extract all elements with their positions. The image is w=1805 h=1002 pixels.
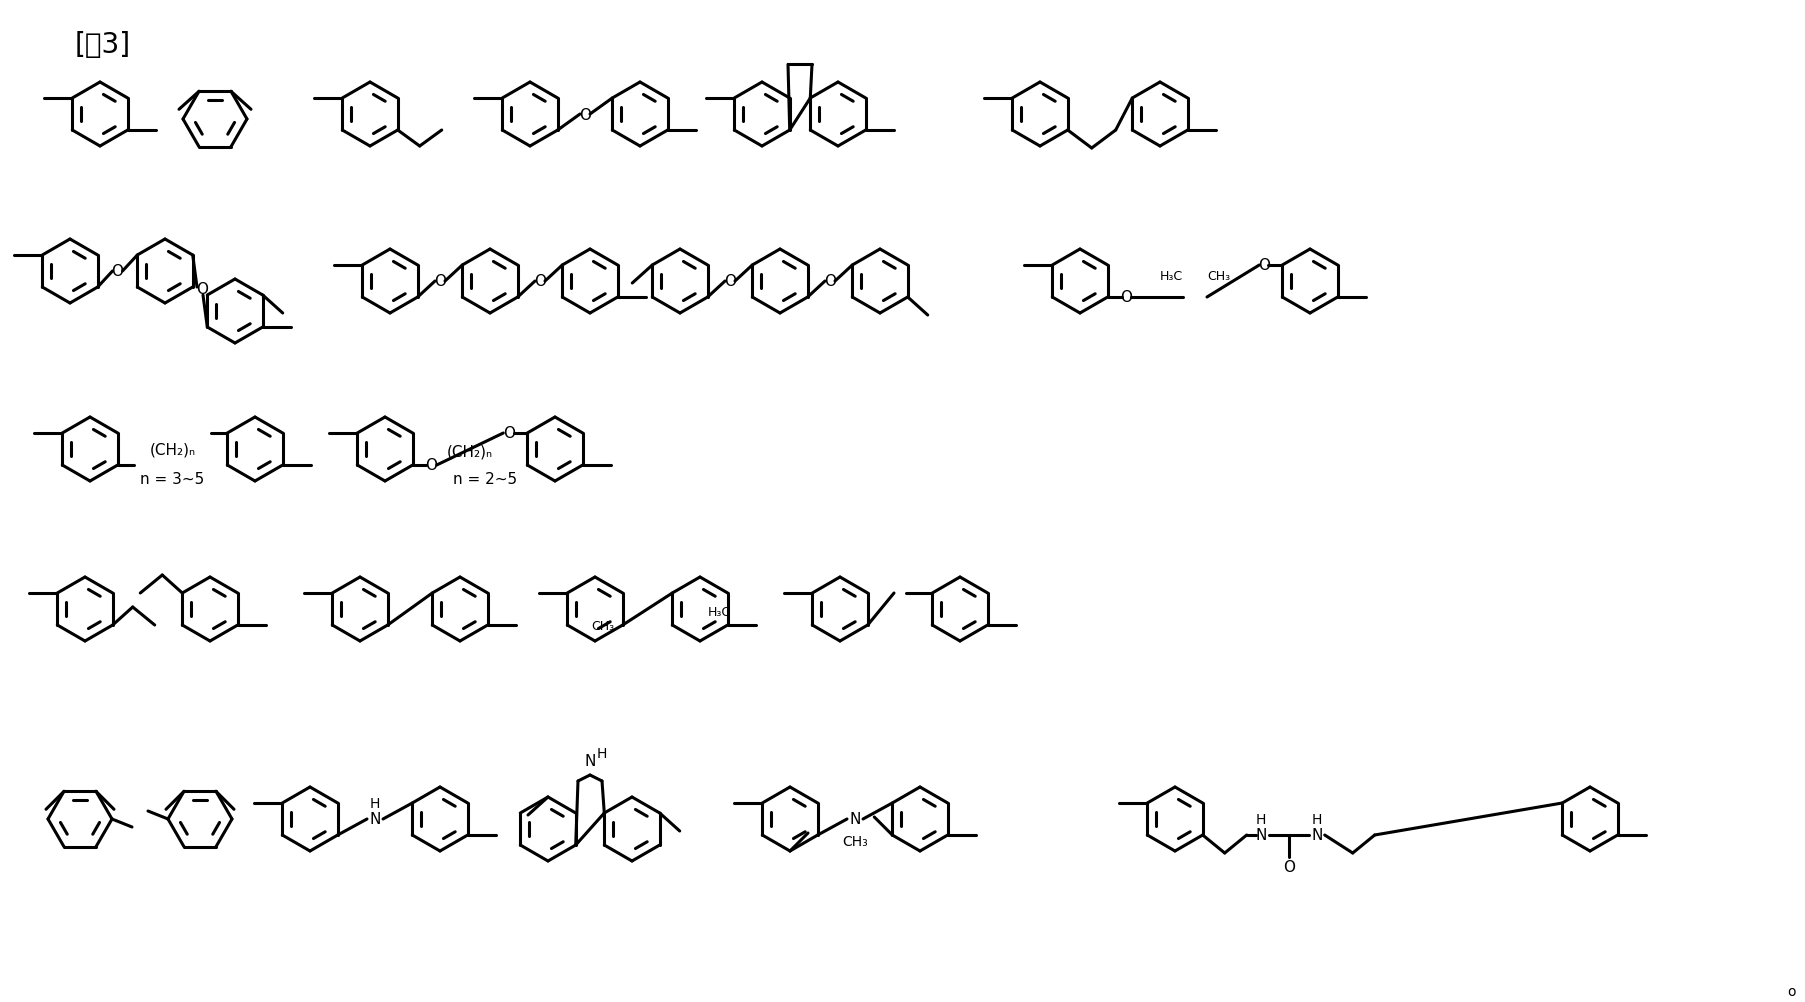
Text: n = 2~5: n = 2~5: [453, 472, 516, 487]
Text: O: O: [724, 275, 736, 290]
Text: o: o: [1787, 984, 1796, 998]
Text: CH₃: CH₃: [841, 835, 868, 848]
Text: H₃C: H₃C: [708, 605, 731, 618]
Text: H: H: [1254, 813, 1265, 827]
Text: O: O: [1119, 291, 1132, 306]
Text: (CH₂)ₙ: (CH₂)ₙ: [446, 444, 493, 459]
Text: CH₃: CH₃: [1206, 270, 1229, 283]
Text: (CH₂)ₙ: (CH₂)ₙ: [150, 442, 195, 457]
Text: N: N: [585, 754, 596, 769]
Text: N: N: [368, 812, 381, 827]
Text: n = 3~5: n = 3~5: [139, 472, 204, 487]
Text: H: H: [370, 797, 381, 811]
Text: N: N: [1310, 828, 1321, 843]
Text: O: O: [579, 107, 590, 122]
Text: H₃C: H₃C: [1159, 270, 1182, 283]
Text: H: H: [1310, 813, 1321, 827]
Text: O: O: [823, 275, 836, 290]
Text: O: O: [424, 458, 437, 473]
Text: CH₃: CH₃: [590, 619, 614, 632]
Text: O: O: [1282, 860, 1294, 875]
Text: [化3]: [化3]: [76, 31, 132, 59]
Text: O: O: [504, 426, 514, 441]
Text: H: H: [596, 746, 606, 761]
Text: N: N: [848, 812, 861, 827]
Text: O: O: [534, 275, 545, 290]
Text: O: O: [197, 283, 208, 298]
Text: N: N: [1254, 828, 1265, 843]
Text: O: O: [112, 265, 123, 280]
Text: O: O: [1258, 259, 1269, 274]
Text: O: O: [433, 275, 446, 290]
